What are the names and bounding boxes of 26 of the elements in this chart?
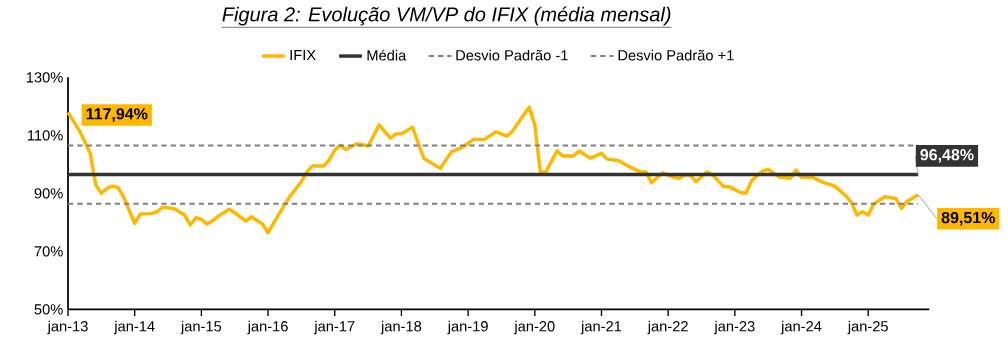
chart-title: Figura 2: Evolução VM/VP do IFIX (média mensal) — [222, 6, 671, 26]
x-tick-label: jan-15 — [180, 320, 222, 335]
y-tick-label: 50% — [34, 304, 63, 315]
x-tick-label: jan-17 — [314, 320, 355, 335]
x-tick-label: jan-21 — [580, 320, 622, 335]
x-tick-label: jan-25 — [847, 320, 888, 335]
x-tick-label: jan-18 — [380, 320, 422, 335]
x-tick-label: jan-14 — [113, 320, 155, 335]
x-tick-label: jan-20 — [514, 320, 555, 335]
x-tick-label: jan-23 — [714, 320, 755, 335]
legend-label: Desvio Padrão +1 — [618, 49, 734, 61]
x-tick-label: jan-22 — [647, 320, 688, 335]
y-tick-label: 110% — [27, 130, 63, 141]
y-tick-label: 130% — [26, 72, 63, 83]
x-tick-label: jan-13 — [47, 320, 88, 335]
legend-label: Média — [367, 49, 407, 61]
y-tick-label: 90% — [34, 188, 63, 199]
y-tick-label: 70% — [34, 246, 63, 257]
annotation: 117,94% — [86, 108, 148, 122]
annotation: 96,48% — [920, 149, 974, 163]
x-tick-label: jan-19 — [447, 320, 488, 335]
x-tick-label: jan-16 — [247, 320, 288, 335]
legend-label: Desvio Padrão -1 — [456, 49, 568, 61]
legend-label: IFIX — [290, 50, 316, 61]
annotation: 89,51% — [941, 211, 995, 226]
x-tick-label: jan-24 — [780, 320, 822, 335]
